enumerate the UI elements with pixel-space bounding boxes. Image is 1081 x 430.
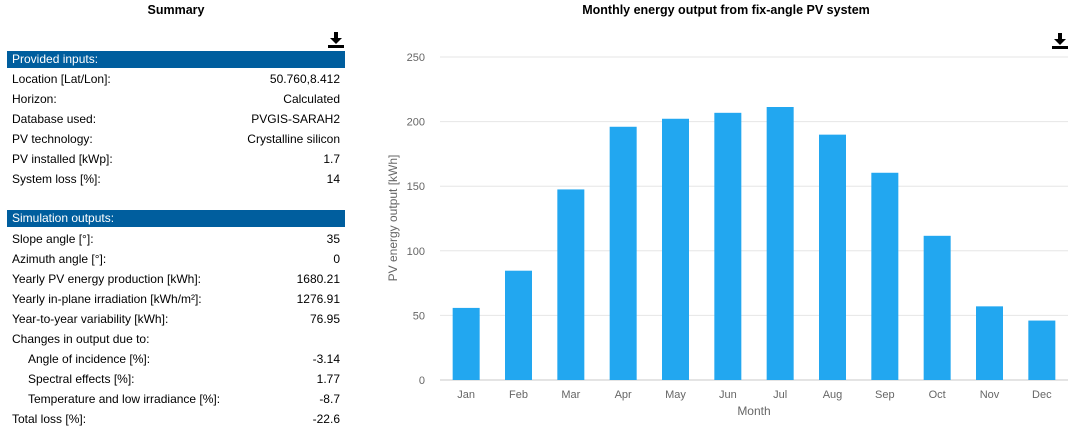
bar	[714, 112, 742, 381]
summary-row-label: Changes in output due to:	[12, 332, 150, 346]
download-icon[interactable]	[327, 31, 345, 51]
y-tick-label: 0	[419, 375, 425, 387]
summary-row-value: PVGIS-SARAH2	[251, 112, 340, 126]
summary-row: System loss [%]: 14	[7, 169, 345, 189]
summary-row-label: Spectral effects [%]:	[28, 372, 135, 386]
summary-row-label: PV technology:	[12, 132, 93, 146]
provided-inputs-label: Provided inputs:	[12, 52, 99, 66]
summary-row-value: 35	[326, 232, 340, 246]
y-tick-label: 50	[413, 310, 425, 322]
summary-row: Azimuth angle [°]: 0	[7, 249, 345, 269]
summary-row: Changes in output due to:	[7, 329, 345, 349]
summary-row-label: Temperature and low irradiance [%]:	[28, 392, 221, 406]
bar	[505, 270, 532, 380]
summary-row-label: Total loss [%]:	[12, 412, 87, 426]
y-tick-label: 250	[407, 52, 425, 64]
summary-row-value: -3.14	[312, 352, 340, 366]
x-tick-label: Jan	[457, 389, 475, 401]
summary-row: Temperature and low irradiance [%]: -8.7	[7, 389, 345, 409]
summary-row: Year-to-year variability [kWh]: 76.95	[7, 309, 345, 329]
bar	[976, 306, 1003, 380]
summary-row-value: Calculated	[283, 92, 340, 106]
x-tick-label: Mar	[561, 389, 580, 401]
summary-row: Horizon: Calculated	[7, 89, 345, 109]
x-tick-label: Oct	[929, 389, 946, 401]
summary-row: Database used: PVGIS-SARAH2	[7, 109, 345, 129]
bar	[1028, 320, 1056, 380]
summary-row: Yearly in-plane irradiation [kWh/m²]: 127…	[7, 289, 345, 309]
bar	[871, 172, 899, 380]
summary-row-label: Yearly PV energy production [kWh]:	[12, 272, 201, 286]
summary-row-label: PV installed [kWp]:	[12, 152, 113, 166]
bar	[766, 107, 794, 380]
summary-row-label: Slope angle [°]:	[12, 232, 94, 246]
summary-row-value: 1680.21	[296, 272, 340, 286]
summary-row-label: Database used:	[12, 112, 97, 126]
x-tick-label: Nov	[980, 389, 1000, 401]
bar	[819, 134, 846, 380]
summary-row: Location [Lat/Lon]: 50.760,8.412	[7, 69, 345, 89]
x-tick-label: Jun	[719, 389, 737, 401]
bar	[452, 307, 480, 380]
y-tick-label: 150	[407, 181, 425, 193]
summary-row: Spectral effects [%]: 1.77	[7, 369, 345, 389]
summary-row: Yearly PV energy production [kWh]: 1680.2…	[7, 269, 345, 289]
x-tick-label: Apr	[615, 389, 632, 401]
chart-download-icon[interactable]	[1051, 32, 1069, 52]
summary-row-value: 1.77	[316, 372, 340, 386]
x-tick-label: Jul	[773, 389, 787, 401]
x-tick-label: Sep	[875, 389, 895, 401]
summary-row-value: -8.7	[319, 392, 340, 406]
x-tick-label: Aug	[823, 389, 843, 401]
y-tick-label: 100	[407, 246, 425, 258]
bar	[557, 189, 585, 380]
summary-row-value: -22.6	[312, 412, 340, 426]
summary-row-label: Horizon:	[12, 92, 57, 106]
x-tick-label: May	[665, 389, 686, 401]
summary-row-value: 14	[326, 172, 340, 186]
summary-row-value: 1.7	[323, 152, 340, 166]
summary-row-value: 1276.91	[296, 292, 340, 306]
x-tick-label: Feb	[509, 389, 528, 401]
x-axis-label: Month	[737, 404, 770, 418]
bar	[609, 126, 637, 380]
simulation-outputs-header: Simulation outputs:	[7, 210, 345, 227]
summary-row: PV installed [kWp]: 1.7	[7, 149, 345, 169]
summary-row-label: Azimuth angle [°]:	[12, 252, 107, 266]
summary-row-value: 50.760,8.412	[269, 72, 340, 86]
summary-row-value: 0	[333, 252, 340, 266]
summary-row: Angle of incidence [%]: -3.14	[7, 349, 345, 369]
simulation-outputs-label: Simulation outputs:	[12, 211, 115, 225]
x-tick-label: Dec	[1032, 389, 1052, 401]
bar	[923, 235, 951, 380]
summary-row-label: Angle of incidence [%]:	[28, 352, 151, 366]
provided-inputs-header: Provided inputs:	[7, 51, 345, 68]
summary-row: PV technology: Crystalline silicon	[7, 129, 345, 149]
summary-row: Total loss [%]: -22.6	[7, 409, 345, 429]
summary-row-label: Yearly in-plane irradiation [kWh/m²]:	[12, 292, 202, 306]
y-axis-label: PV energy output [kWh]	[386, 155, 400, 282]
chart-title: Monthly energy output from fix-angle PV …	[582, 3, 870, 17]
y-tick-label: 200	[407, 117, 425, 129]
summary-row-label: Year-to-year variability [kWh]:	[12, 312, 169, 326]
summary-row-label: Location [Lat/Lon]:	[12, 72, 111, 86]
summary-row: Slope angle [°]: 35	[7, 229, 345, 249]
summary-row-value: 76.95	[309, 312, 340, 326]
summary-row-label: System loss [%]:	[12, 172, 101, 186]
bar	[662, 118, 689, 380]
summary-row-value: Crystalline silicon	[247, 132, 340, 146]
summary-title: Summary	[147, 3, 205, 17]
